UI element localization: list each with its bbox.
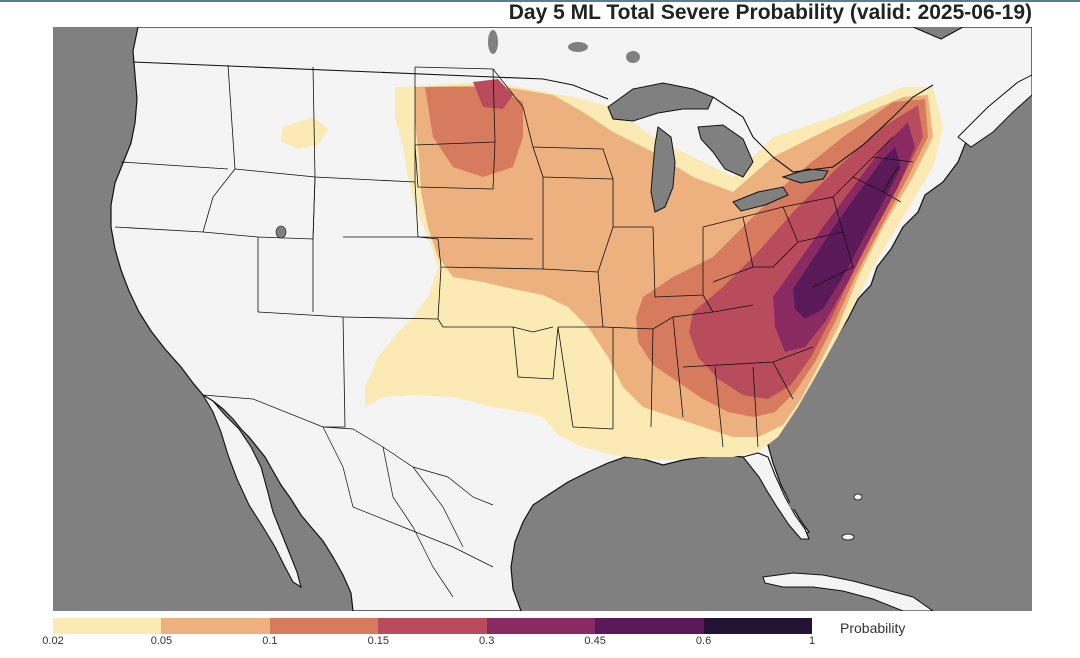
- colorbar-label: Probability: [840, 620, 906, 636]
- colorbar-tick-label: 0.05: [150, 635, 173, 647]
- colorbar-tick-label: 0.6: [695, 635, 712, 647]
- colorbar-segment: [378, 618, 487, 634]
- colorbar-tick-label: 0.02: [42, 635, 64, 647]
- lake-superior: [607, 82, 714, 122]
- cuba: [762, 572, 934, 611]
- canadian-lake: [626, 51, 640, 63]
- canadian-lake: [568, 42, 588, 52]
- map-frame: [53, 27, 1032, 611]
- lake-michigan: [650, 126, 676, 213]
- colorbar-ticks: 0.02 0.05 0.1 0.15 0.3 0.45 0.6 1: [42, 634, 816, 654]
- prob-band-045: [793, 147, 901, 319]
- lake-erie: [732, 186, 789, 212]
- top-rule: [0, 0, 1080, 2]
- florida-peninsula: [742, 452, 810, 540]
- colorbar: [53, 618, 812, 634]
- great-salt-lake: [275, 225, 287, 239]
- map-title: Day 5 ML Total Severe Probability (valid…: [508, 1, 1032, 24]
- colorbar-tick-label: 0.45: [584, 635, 606, 647]
- prob-band-002-west: [281, 117, 328, 149]
- colorbar-segment: [595, 618, 704, 634]
- maritime-canada: [957, 74, 1032, 148]
- bahamas-island: [853, 493, 863, 501]
- colorbar-tick-label: 0.1: [262, 635, 278, 647]
- baja-california: [202, 394, 302, 589]
- mexico-boundaries: [202, 394, 494, 598]
- colorbar-tick-label: 0.3: [479, 635, 495, 647]
- state-boundaries: [114, 64, 914, 448]
- colorbar-segment: [161, 618, 270, 634]
- map-svg: [53, 27, 1032, 611]
- lake-huron: [697, 124, 754, 178]
- colorbar-segment: [486, 618, 596, 634]
- colorbar-tick-label: 1: [808, 635, 816, 647]
- lake-winnipeg: [488, 30, 498, 54]
- colorbar-tick-label: 0.15: [367, 635, 389, 647]
- colorbar-segment: [703, 618, 812, 634]
- colorbar-segment: [269, 618, 379, 634]
- colorbar-segment: [53, 618, 162, 634]
- bahamas-island: [841, 533, 855, 541]
- lake-okeechobee: [789, 501, 797, 509]
